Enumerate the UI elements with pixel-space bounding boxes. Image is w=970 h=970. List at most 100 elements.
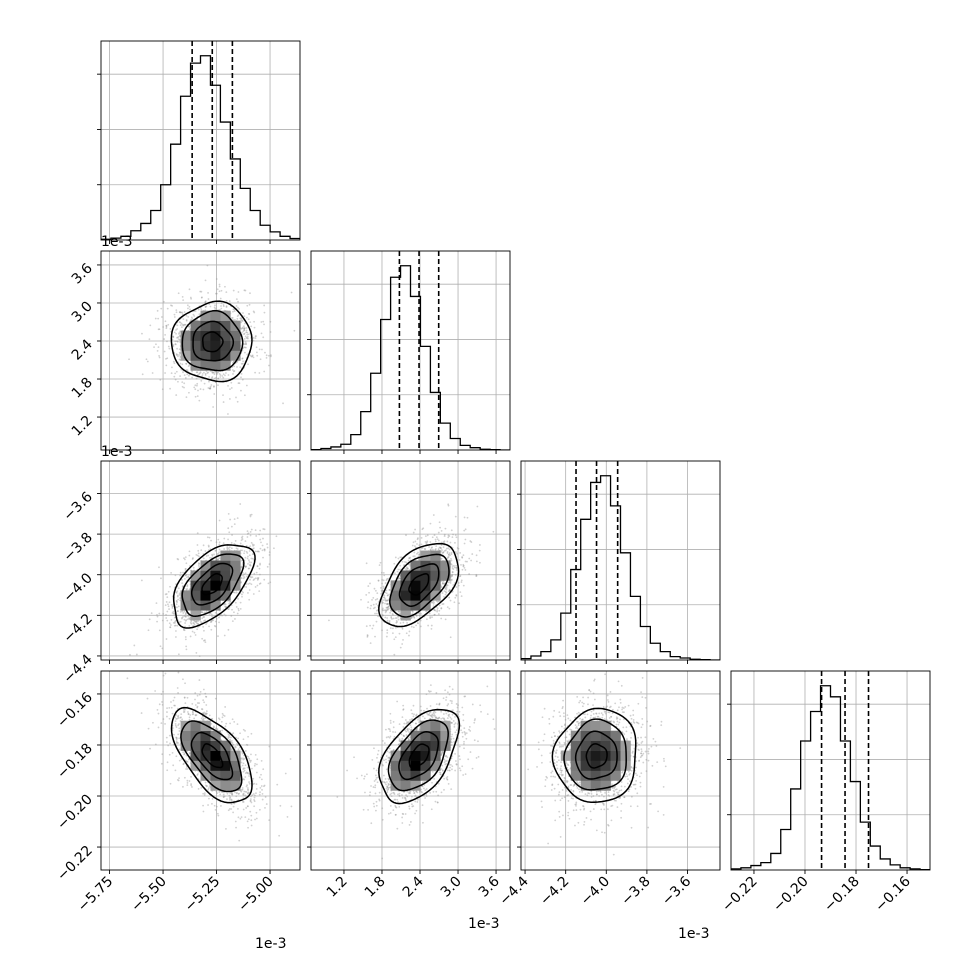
scatter-point	[251, 553, 254, 556]
scatter-point	[218, 616, 220, 619]
scatter-point	[270, 354, 272, 356]
scatter-point	[461, 556, 463, 558]
scatter-point	[451, 567, 454, 569]
scatter-point	[449, 580, 452, 583]
scatter-point	[204, 300, 207, 303]
scatter-point	[204, 374, 207, 376]
y-tick-label: −4.4	[60, 651, 95, 686]
scatter-point	[385, 610, 388, 613]
scatter-point	[240, 376, 242, 379]
scatter-point	[214, 370, 217, 373]
scatter-point	[218, 519, 221, 522]
scatter-point	[165, 324, 168, 327]
scatter-point	[398, 577, 400, 580]
scatter-point	[196, 384, 198, 387]
scatter-point	[360, 598, 362, 601]
scatter-point	[208, 612, 211, 615]
scatter-point	[208, 625, 210, 628]
scatter-point	[181, 617, 183, 620]
scatter-point	[199, 371, 202, 374]
scatter-point	[365, 594, 368, 596]
scatter-point	[166, 619, 169, 622]
scatter-point	[386, 607, 389, 609]
scatter-point	[209, 621, 212, 623]
scatter-point	[447, 553, 450, 556]
density-cell	[200, 320, 211, 331]
scatter-point	[145, 358, 148, 361]
scatter-point	[217, 553, 220, 555]
scatter-point	[188, 550, 191, 553]
scatter-point	[404, 568, 407, 571]
scatter-point	[169, 626, 172, 629]
scatter-point	[241, 549, 243, 552]
scatter-point	[248, 550, 251, 552]
contour-line	[172, 544, 256, 629]
scatter-point	[427, 624, 430, 627]
scatter-point	[178, 351, 181, 354]
scatter-point	[455, 569, 458, 571]
panel-2-1	[307, 460, 511, 664]
scatter-point	[246, 316, 248, 319]
scatter-point	[183, 618, 186, 621]
scatter-point	[202, 616, 205, 619]
scatter-point	[244, 343, 247, 345]
scatter-point	[451, 571, 454, 574]
scatter-point	[243, 327, 246, 330]
scatter-point	[459, 591, 462, 594]
scatter-point	[206, 372, 209, 374]
scatter-point	[378, 564, 381, 567]
scatter-point	[252, 337, 255, 339]
scatter-point	[442, 551, 445, 554]
scatter-point	[243, 337, 246, 340]
scatter-point	[201, 373, 204, 375]
scatter-point	[234, 540, 237, 542]
scatter-point	[214, 620, 217, 623]
scatter-point	[199, 290, 202, 293]
scatter-point	[190, 316, 193, 319]
scatter-point	[369, 624, 371, 627]
scatter-point	[268, 364, 270, 367]
scatter-point	[158, 566, 160, 569]
scatter-point	[251, 557, 254, 560]
scatter-point	[203, 629, 205, 632]
scatter-point	[222, 542, 225, 544]
scatter-point	[249, 564, 251, 567]
scatter-point	[194, 310, 197, 312]
scatter-point	[185, 588, 188, 591]
scatter-point	[434, 609, 437, 612]
scatter-point	[444, 587, 447, 590]
scatter-point	[184, 568, 187, 570]
scatter-point	[251, 355, 254, 358]
scatter-point	[455, 586, 458, 588]
scatter-point	[403, 564, 405, 567]
scatter-point	[176, 606, 178, 609]
scatter-point	[186, 588, 188, 590]
scatter-point	[240, 539, 243, 542]
scatter-point	[252, 593, 255, 595]
scatter-point	[195, 553, 198, 556]
scatter-point	[450, 559, 453, 562]
scatter-point	[182, 615, 184, 618]
scatter-point	[454, 551, 457, 553]
scatter-point	[451, 565, 454, 568]
scatter-point	[365, 562, 368, 565]
scatter-point	[222, 394, 224, 397]
scatter-point	[250, 576, 252, 579]
scatter-point	[242, 575, 245, 577]
scatter-point	[384, 597, 386, 600]
scatter-point	[183, 610, 186, 613]
scatter-point	[196, 544, 199, 546]
scatter-point	[368, 591, 370, 594]
scatter-point	[417, 622, 419, 625]
scatter-point	[372, 603, 375, 606]
scatter-point	[240, 319, 243, 322]
scatter-point	[185, 319, 188, 322]
scatter-point	[382, 579, 385, 582]
scatter-point	[457, 584, 460, 587]
scatter-point	[165, 601, 168, 603]
scatter-point	[218, 548, 221, 551]
scatter-point	[181, 363, 184, 366]
scatter-point	[185, 362, 188, 365]
scatter-point	[205, 610, 208, 612]
scatter-point	[213, 377, 216, 380]
